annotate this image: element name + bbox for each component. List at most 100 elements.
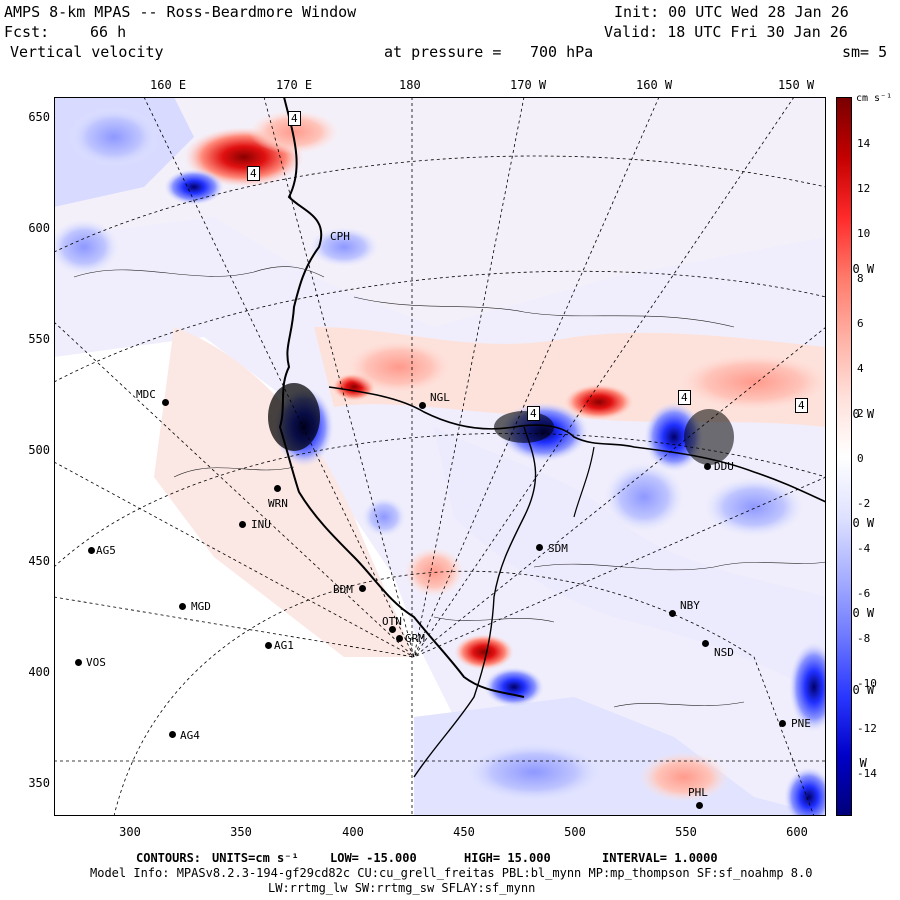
- box-marker-label: 4: [678, 390, 691, 405]
- contour-low: LOW= -15.000: [330, 851, 417, 865]
- station-label: AG1: [274, 639, 294, 652]
- y-tick-label: 350: [28, 776, 50, 790]
- contour-cluster: [268, 383, 320, 451]
- init-time: Init: 00 UTC Wed 28 Jan 26: [614, 3, 849, 21]
- station-marker: [265, 642, 272, 649]
- forecast-label: Fcst:: [4, 23, 50, 41]
- meridian-line: [54, 596, 415, 658]
- updraft-cell: [404, 547, 464, 597]
- colorbar-tick: 2: [857, 407, 864, 420]
- meridian-line: [413, 326, 826, 658]
- pressure-label: at pressure =: [384, 43, 502, 61]
- station-marker: [75, 659, 82, 666]
- downdraft-cell: [309, 227, 379, 267]
- zero-contours: [73, 266, 826, 708]
- colorbar-tick: 12: [857, 182, 871, 195]
- station-label: VOS: [86, 656, 106, 669]
- valid-time: Valid: 18 UTC Fri 30 Jan 26: [604, 23, 848, 41]
- contour-high: HIGH= 15.000: [464, 851, 551, 865]
- station-label: CPH: [330, 230, 350, 243]
- lon-label-160e: 160 E: [150, 78, 187, 92]
- x-tick-label: 350: [230, 825, 252, 839]
- station-marker: [179, 603, 186, 610]
- station-label: OTN: [382, 615, 402, 628]
- station-label: DDU: [714, 460, 734, 473]
- y-tick-label: 600: [28, 221, 50, 235]
- coastline: [278, 97, 525, 698]
- updraft-cell: [564, 384, 634, 420]
- colorbar-tick: 8: [857, 272, 864, 285]
- grounding-line: [413, 426, 537, 778]
- colorbar-units: cm s⁻¹: [856, 93, 893, 104]
- lon-label-170w: 170 W: [510, 78, 547, 92]
- station-marker: [704, 463, 711, 470]
- station-marker: [396, 635, 403, 642]
- station-label: AG5: [96, 544, 116, 557]
- grounding-line: [573, 446, 595, 518]
- field-name: Vertical velocity: [10, 43, 164, 61]
- meridian-line: [54, 461, 415, 658]
- meridian-line: [413, 476, 826, 658]
- x-tick-label: 400: [342, 825, 364, 839]
- colorbar-tick: -14: [857, 767, 877, 780]
- box-marker-label: 4: [795, 398, 808, 413]
- map-canvas: [54, 97, 826, 816]
- updraft-cell: [249, 110, 339, 154]
- x-tick-label: 300: [119, 825, 141, 839]
- pink-band-field: [154, 327, 414, 657]
- x-tick-label: 550: [675, 825, 697, 839]
- station-label: NSD: [714, 646, 734, 659]
- updraft-cell: [454, 634, 514, 670]
- colorbar-tick: -6: [857, 587, 871, 600]
- station-marker: [274, 485, 281, 492]
- lon-label-170e: 170 E: [276, 78, 313, 92]
- downdraft-cell: [362, 497, 406, 537]
- station-label: MGD: [191, 600, 211, 613]
- station-marker: [696, 802, 703, 809]
- x-tick-label: 450: [453, 825, 475, 839]
- y-tick-label: 650: [28, 110, 50, 124]
- updraft-cell: [344, 339, 454, 395]
- station-marker: [162, 399, 169, 406]
- station-label: NGL: [430, 391, 450, 404]
- colorbar-tick: -10: [857, 677, 877, 690]
- colorbar: [836, 97, 852, 816]
- meridian-line: [413, 97, 525, 658]
- meridian-line: [143, 97, 415, 658]
- station-label: INU: [251, 518, 271, 531]
- station-label: BDM: [333, 583, 353, 596]
- downdraft-cell: [164, 169, 224, 205]
- parallel-line: [54, 155, 826, 253]
- colorbar-tick: 10: [857, 227, 871, 240]
- station-marker: [239, 521, 246, 528]
- contour-units: UNITS=cm s⁻¹: [212, 851, 299, 865]
- station-label: GRM: [405, 632, 425, 645]
- pressure-value: 700 hPa: [530, 43, 594, 61]
- station-label: PHL: [688, 786, 708, 799]
- colorbar-tick: -4: [857, 542, 871, 555]
- y-tick-label: 500: [28, 443, 50, 457]
- updraft-cell: [639, 752, 729, 802]
- station-marker: [669, 610, 676, 617]
- box-marker-label: 4: [247, 166, 260, 181]
- contour-cluster: [684, 409, 734, 465]
- box-marker-label: 4: [288, 111, 301, 126]
- meridian-line: [54, 321, 415, 658]
- station-marker: [359, 585, 366, 592]
- contour-interval: INTERVAL= 1.0000: [602, 851, 718, 865]
- downdraft-cell: [484, 667, 544, 707]
- meridian-line: [413, 97, 795, 658]
- colorbar-tick: 14: [857, 137, 871, 150]
- downdraft-cell: [69, 107, 159, 167]
- parallel-line: [54, 433, 826, 568]
- colorbar-tick: -12: [857, 722, 877, 735]
- lon-label-160w: 160 W: [636, 78, 673, 92]
- lon-label-150w: 150 W: [778, 78, 815, 92]
- station-marker: [779, 720, 786, 727]
- colorbar-tick: 4: [857, 362, 864, 375]
- station-label: MDC: [136, 388, 156, 401]
- colorbar-tick: 0: [857, 452, 864, 465]
- parallel-line: [54, 270, 826, 383]
- station-label: SDM: [548, 542, 568, 555]
- station-label: NBY: [680, 599, 700, 612]
